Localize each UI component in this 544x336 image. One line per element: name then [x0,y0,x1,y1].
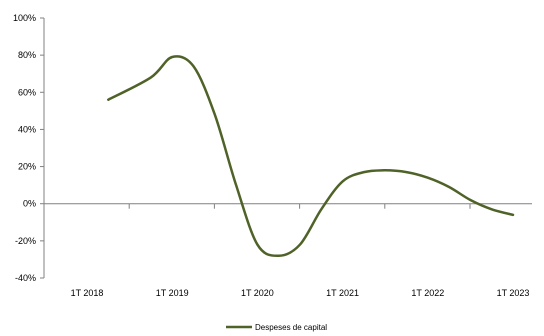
y-tick-label: 100% [13,13,36,23]
x-tick-label: 1T 2021 [326,288,359,298]
y-axis-ticks: -40% -20% 0% 20% 40% 60% 80% 100% [13,13,44,283]
y-tick-label: 40% [18,124,36,134]
x-tick-label: 1T 2020 [241,288,274,298]
x-tick-label: 1T 2022 [411,288,444,298]
x-tick-label: 1T 2019 [156,288,189,298]
y-tick-label: -20% [15,236,36,246]
y-tick-label: 60% [18,87,36,97]
x-tick-label: 1T 2023 [497,288,530,298]
plot-area [44,18,532,278]
x-axis-ticks: 1T 2018 1T 2019 1T 2020 1T 2021 1T 2022 1T 20… [43,203,530,298]
series-group [107,55,515,257]
series-line [107,55,515,257]
legend-label: Despeses de capital [255,323,327,332]
y-tick-label: -40% [15,273,36,283]
y-tick-label: 0% [23,199,36,209]
y-tick-label: 80% [18,50,36,60]
y-tick-label: 20% [18,162,36,172]
x-tick-label: 1T 2018 [71,288,104,298]
legend: Despeses de capital [226,323,327,332]
